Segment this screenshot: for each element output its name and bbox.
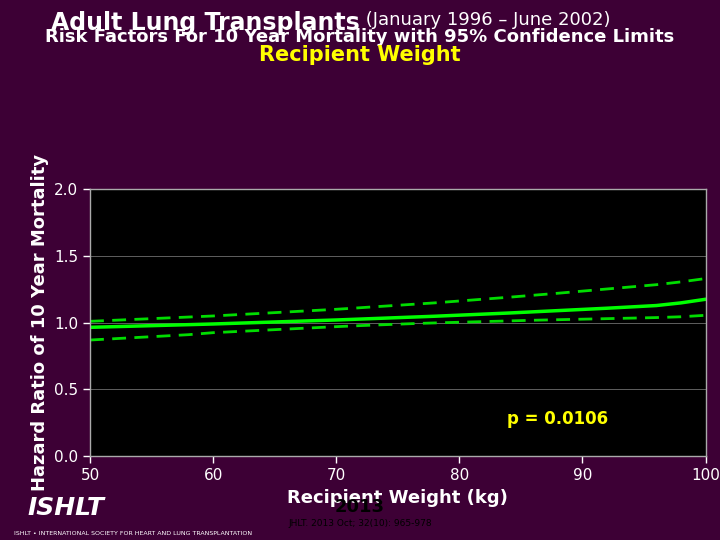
Text: p = 0.0106: p = 0.0106: [508, 410, 608, 428]
Text: JHLT. 2013 Oct; 32(10): 965-978: JHLT. 2013 Oct; 32(10): 965-978: [288, 519, 432, 528]
X-axis label: Recipient Weight (kg): Recipient Weight (kg): [287, 489, 508, 507]
Y-axis label: Hazard Ratio of 10 Year Mortality: Hazard Ratio of 10 Year Mortality: [30, 154, 48, 491]
Text: Adult Lung Transplants: Adult Lung Transplants: [51, 11, 360, 35]
Text: ISHLT: ISHLT: [27, 496, 104, 519]
Text: (January 1996 – June 2002): (January 1996 – June 2002): [360, 11, 611, 29]
Text: ISHLT • INTERNATIONAL SOCIETY FOR HEART AND LUNG TRANSPLANTATION: ISHLT • INTERNATIONAL SOCIETY FOR HEART …: [14, 531, 252, 536]
Text: 2013: 2013: [335, 498, 385, 516]
Text: Risk Factors For 10 Year Mortality with 95% Confidence Limits: Risk Factors For 10 Year Mortality with …: [45, 28, 675, 46]
Text: Recipient Weight: Recipient Weight: [259, 45, 461, 65]
